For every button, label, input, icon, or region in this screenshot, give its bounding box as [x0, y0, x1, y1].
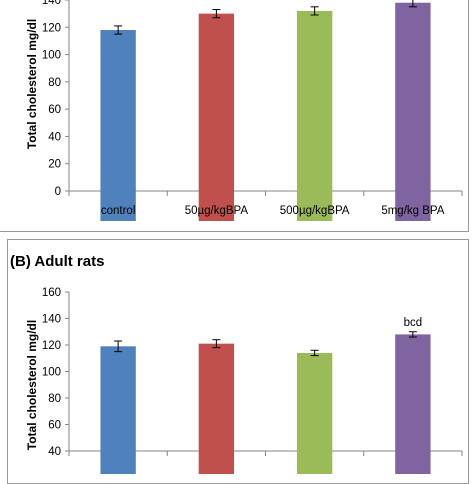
chart-figure: Total cholesterol mg/dl 0 20 40 60 80 100 120 1… — [10, 0, 463, 474]
panel-a-y-tick-label: 0 — [55, 186, 61, 198]
panel-a-category-label: 500µg/kgBPA — [280, 205, 350, 217]
panel-b-bar — [296, 352, 333, 474]
panel-b-y-tick-label: 160 — [42, 287, 61, 299]
panel-a-category-label: 5mg/kg BPA — [381, 205, 444, 217]
panel-a-category-label: control — [101, 205, 136, 217]
panel-b-chart: (B) Adult rats Total cholesterol mg/dl 4… — [10, 253, 463, 474]
panel-a-y-tick-label: 140 — [42, 0, 61, 7]
panel-a-chart: Total cholesterol mg/dl 0 20 40 60 80 100 120 1… — [25, 0, 463, 222]
panel-a-frame — [0, 0, 469, 232]
panel-a-y-tick-label: 120 — [42, 22, 61, 34]
panel-b-y-tick-label: 60 — [48, 420, 61, 432]
panel-b-bar — [198, 343, 235, 474]
panel-b-y-tick-label: 100 — [42, 367, 61, 379]
panel-a-y-tick-label: 20 — [48, 159, 61, 171]
panel-b-y-tick-label: 120 — [42, 340, 61, 352]
panel-b-y-tick-label: 80 — [48, 393, 61, 405]
panel-b-y-tick-label: 40 — [48, 446, 61, 458]
panel-b-title: (B) Adult rats — [10, 253, 104, 270]
panel-a-bar — [198, 13, 235, 222]
panel-a-bar — [395, 2, 431, 221]
panel-a-bar — [100, 30, 136, 222]
panel-b-bar — [100, 346, 136, 474]
panel-a-y-tick-label: 40 — [48, 131, 61, 143]
panel-a-y-axis-label: Total cholesterol mg/dl — [25, 19, 39, 149]
panel-a-bar — [296, 10, 333, 221]
panel-a-y-tick-label: 80 — [48, 77, 61, 89]
panel-a-category-label: 50µg/kgBPA — [185, 205, 249, 217]
panel-a-y-tick-label: 100 — [42, 50, 61, 62]
panel-b-bar — [395, 334, 431, 474]
panel-b-y-tick-label: 140 — [42, 314, 61, 326]
panel-b-frame — [7, 239, 469, 484]
panel-b-y-axis-label: Total cholesterol mg/dl — [25, 320, 39, 450]
panel-a-y-tick-label: 60 — [48, 104, 61, 116]
panel-b-data-label: bcd — [404, 317, 423, 329]
